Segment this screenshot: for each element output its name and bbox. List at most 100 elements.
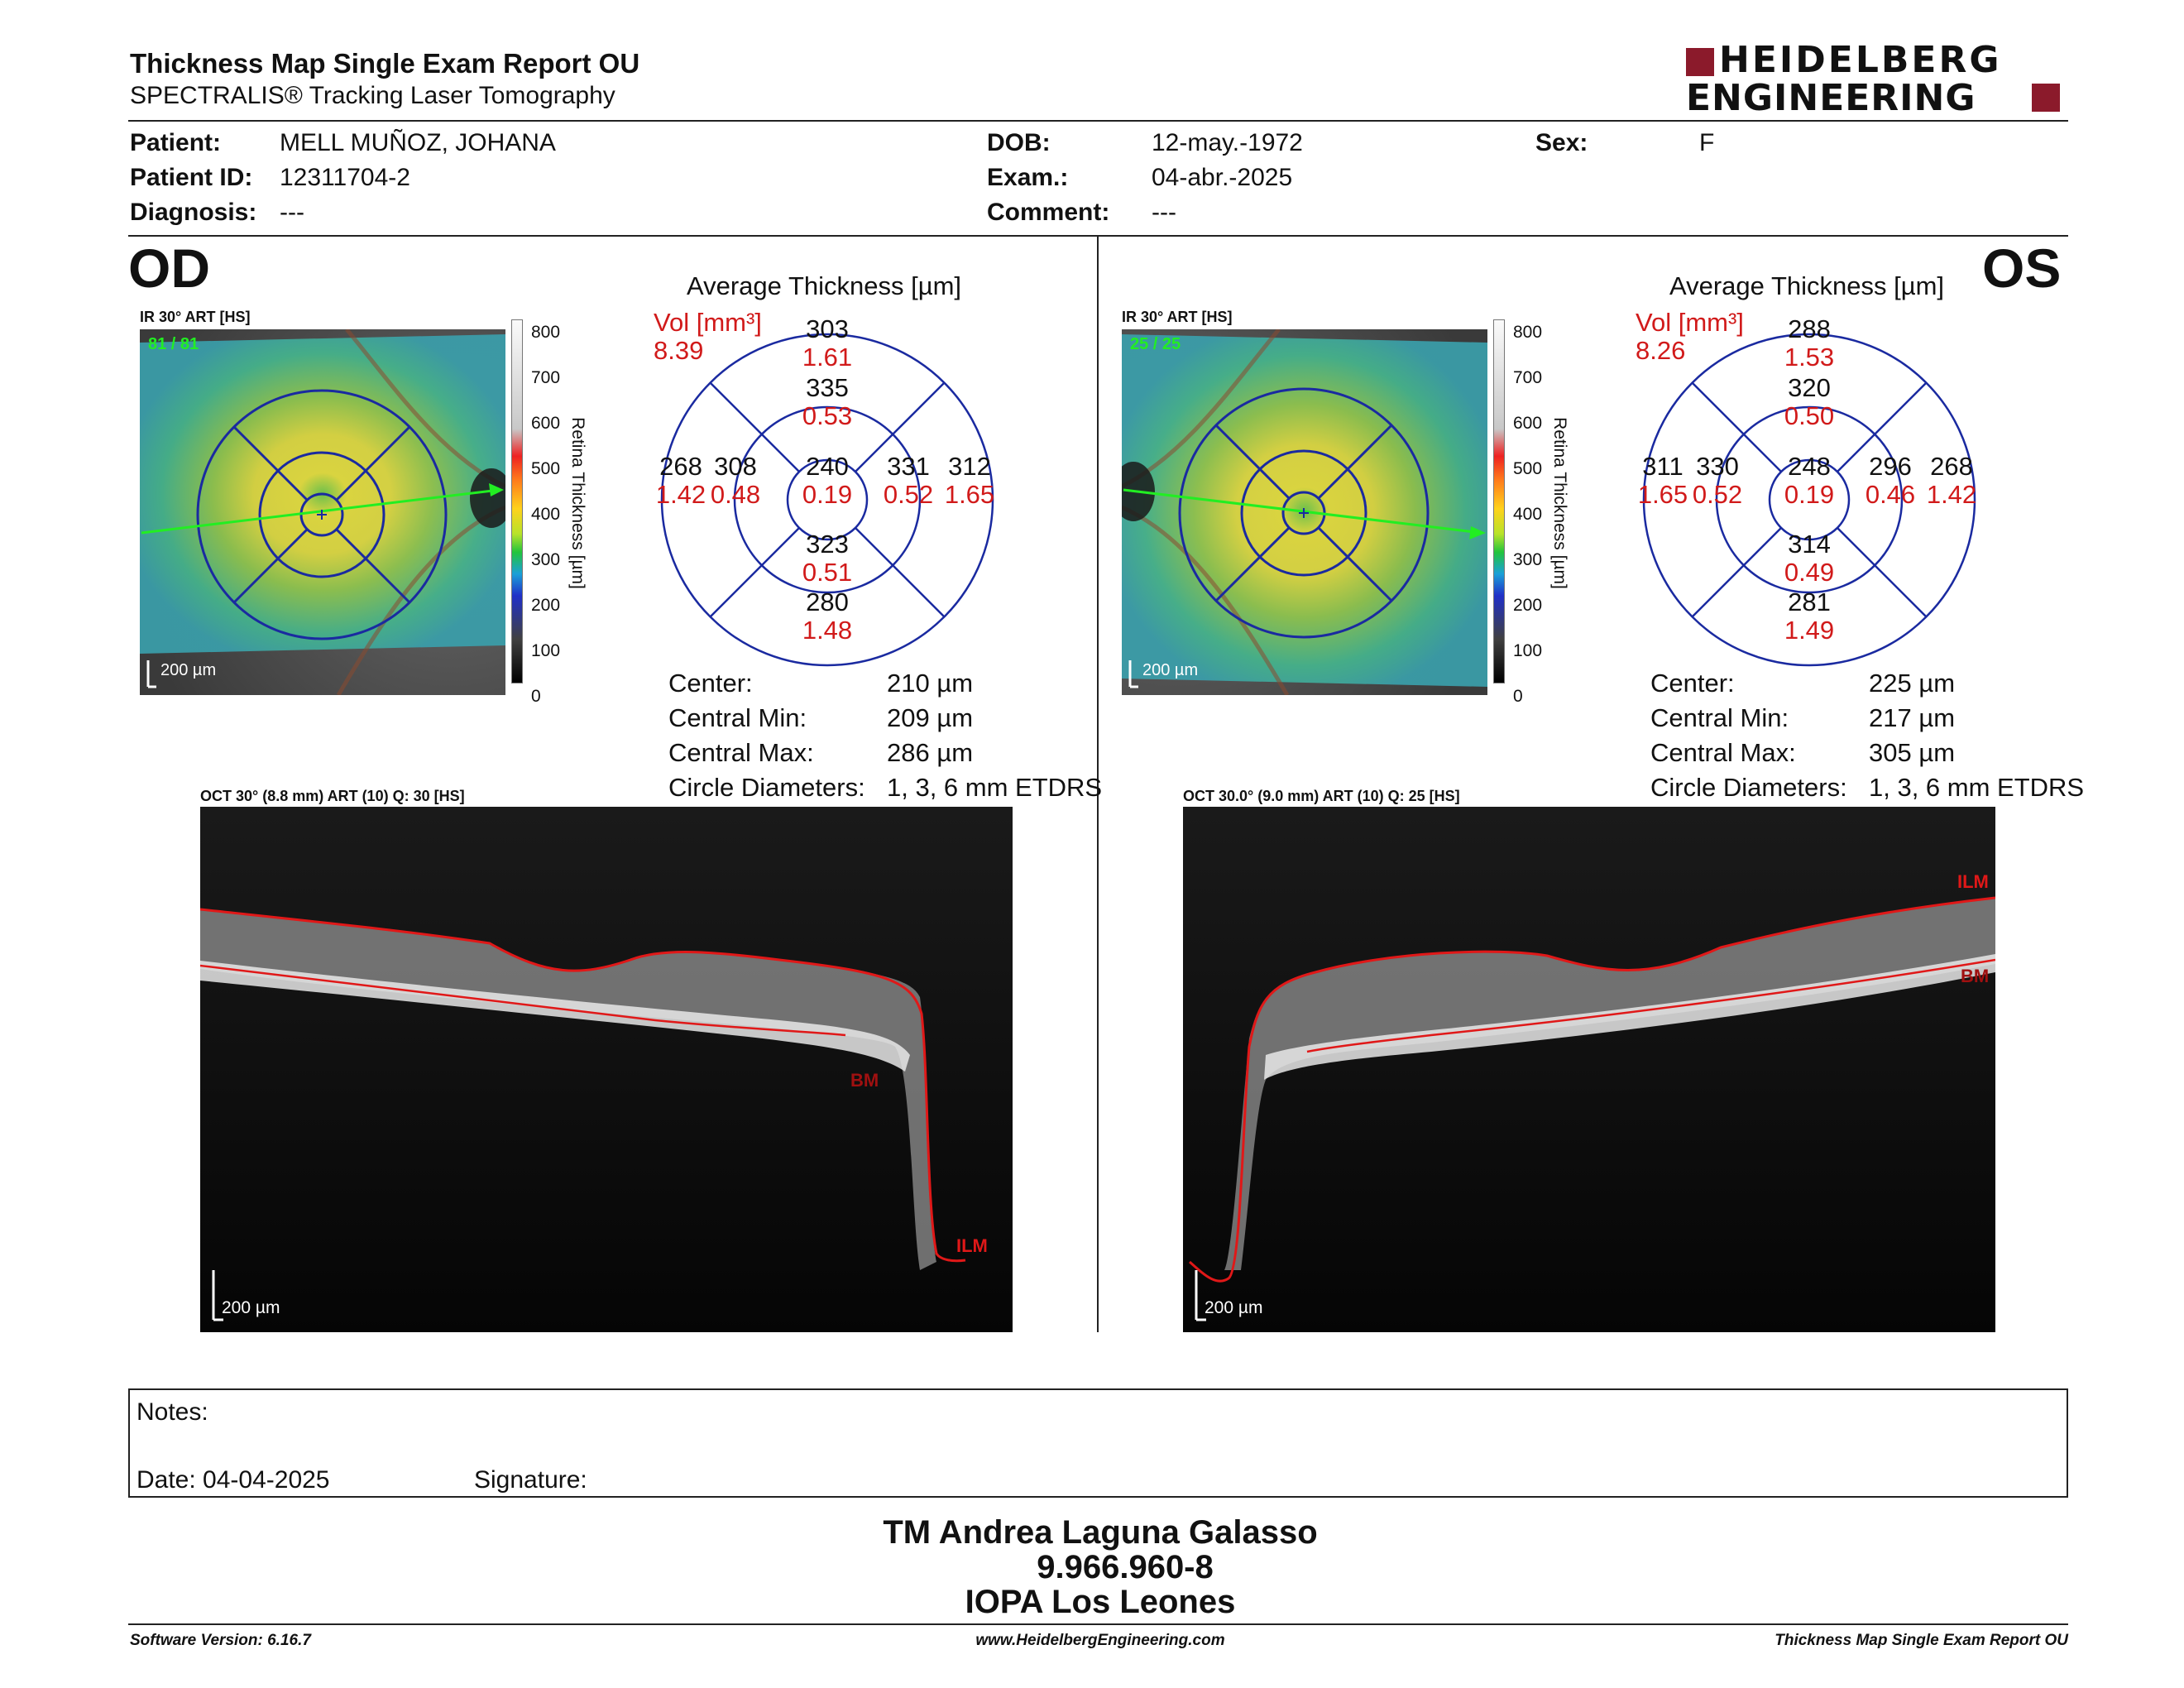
os-colorbar-tick-labels: 800 700 600 500 400 300 200 100 0 (1513, 309, 1542, 719)
od-colorbar-tick: 100 (531, 641, 561, 660)
od-inner-left-volume: 0.48 (710, 480, 761, 509)
os-colorbar-strip (1493, 319, 1505, 683)
od-colorbar-tick: 700 (531, 368, 561, 387)
os-outer-superior-volume: 1.53 (1784, 343, 1835, 372)
diagnosis-value: --- (280, 199, 304, 226)
od-inner-superior-thickness: 335 (806, 373, 849, 402)
od-outer-left-volume: 1.42 (655, 480, 706, 509)
notes-signature-label: Signature: (474, 1466, 587, 1494)
od-scan-line (141, 488, 500, 535)
signer-name: TM Andrea Laguna Galasso (883, 1514, 1318, 1551)
os-grid-middle-ring (1715, 405, 1904, 594)
dob-label: DOB: (987, 129, 1051, 156)
footer-website: www.HeidelbergEngineering.com (975, 1632, 1225, 1649)
os-colorbar-tick: 500 (1513, 459, 1543, 478)
os-center-label: Center: (1650, 669, 1735, 698)
logo-square-top (1686, 48, 1714, 76)
od-grid-diagonal (709, 527, 800, 618)
os-ir-caption: IR 30° ART [HS] (1122, 309, 1233, 325)
notes-label: Notes: (136, 1398, 208, 1426)
os-inner-left-volume: 0.52 (1692, 480, 1743, 509)
od-inner-inferior-volume: 0.51 (802, 558, 853, 587)
os-volume-label: Vol [mm³] (1636, 308, 1744, 337)
os-oct-background (1183, 807, 1995, 1332)
os-central-max-label: Central Max: (1650, 738, 1796, 767)
od-outer-inferior-thickness: 280 (806, 587, 849, 616)
od-outer-inferior-volume: 1.48 (802, 616, 853, 645)
od-oct-caption: OCT 30° (8.8 mm) ART (10) Q: 30 [HS] (200, 788, 465, 804)
od-volume-value: 8.39 (654, 336, 704, 365)
os-etdrs-middle-ring (1240, 449, 1367, 577)
os-colorbar-tick: 200 (1513, 596, 1543, 615)
od-etdrs-diagonal (232, 528, 309, 604)
os-grid-diagonal (1691, 527, 1782, 618)
od-average-title: Average Thickness [µm] (687, 271, 962, 300)
od-inner-right-thickness: 331 (887, 452, 930, 481)
od-colorbar-tick: 0 (531, 687, 541, 706)
od-inner-left-thickness: 308 (714, 452, 757, 481)
os-bm-label: BM (1961, 966, 1989, 986)
os-oct-caption: OCT 30.0° (9.0 mm) ART (10) Q: 25 [HS] (1183, 788, 1460, 804)
od-colorbar-strip (511, 319, 523, 683)
od-colorbar-axis-label: Retina Thickness [µm] (568, 417, 587, 589)
os-inner-right-volume: 0.46 (1865, 480, 1916, 509)
os-etdrs-diagonal (1317, 526, 1393, 602)
patient-id-value: 12311704-2 (280, 164, 410, 191)
os-scan-line (1123, 488, 1482, 535)
od-grid-middle-ring (733, 405, 922, 594)
eye-divider (1097, 237, 1099, 1332)
report-title: Thickness Map Single Exam Report OU (130, 48, 640, 79)
os-etdrs-diagonal (1214, 424, 1291, 500)
os-ilm-line (1189, 896, 1995, 1283)
os-central-max-value: 305 µm (1869, 738, 1956, 767)
logo-square-bottom (2032, 84, 2060, 112)
signer-id: 9.966.960-8 (1037, 1549, 1214, 1585)
od-etdrs-outer-ring (196, 389, 448, 640)
os-rpe-band (1264, 954, 1995, 1080)
od-outer-right-thickness: 312 (948, 452, 991, 481)
os-colorbar: 800 700 600 500 400 300 200 100 0 Retina… (1493, 319, 1584, 706)
logo-line-2: ENGINEERING (1686, 77, 1976, 119)
dob-value: 12-may.-1972 (1152, 129, 1303, 156)
os-bm-line (1306, 958, 1995, 1053)
od-volume-label: Vol [mm³] (654, 308, 762, 337)
os-grid-values: 288 1.53 320 0.50 248 0.19 314 0.49 281 … (1636, 314, 1983, 674)
os-inner-inferior-volume: 0.49 (1784, 558, 1835, 587)
os-outer-inferior-volume: 1.49 (1784, 616, 1835, 645)
od-bm-line (200, 964, 846, 1037)
os-circle-diameters-value: 1, 3, 6 mm ETDRS (1869, 773, 2085, 802)
od-colorbar-tick: 500 (531, 459, 561, 478)
footer-software-version: Software Version: 6.16.7 (130, 1632, 311, 1649)
od-map-scale: 200 µm (160, 661, 216, 679)
os-grid-inner-ring (1768, 458, 1851, 541)
od-eye-label: OD (128, 237, 210, 299)
od-oct-bscan: ILM BM 200 µm (200, 807, 1013, 1332)
os-colorbar-tick: 400 (1513, 505, 1543, 524)
od-retina-band (200, 909, 936, 1270)
comment-label: Comment: (987, 199, 1110, 226)
od-etdrs-diagonal (335, 425, 411, 501)
od-optic-disc (470, 468, 505, 528)
od-colorbar: 800 700 600 500 400 300 200 100 0 Retina… (511, 319, 602, 706)
os-grid-outer-ring (1642, 333, 1976, 667)
os-outer-left-volume: 1.65 (1637, 480, 1688, 509)
od-scan-arrow (489, 483, 504, 496)
od-colorbar-tick: 600 (531, 414, 561, 433)
os-inner-left-thickness: 330 (1696, 452, 1739, 481)
od-central-max-value: 286 µm (887, 738, 974, 767)
os-eye-label: OS (1982, 237, 2062, 299)
os-scan-arrow (1469, 526, 1486, 539)
od-colorbar-tick: 400 (531, 505, 561, 524)
notes-date: Date: 04-04-2025 (136, 1466, 330, 1494)
od-etdrs-diagonal (232, 425, 309, 501)
sex-label: Sex: (1535, 129, 1588, 156)
os-colorbar-tick: 0 (1513, 687, 1523, 706)
os-etdrs-diagonal (1214, 526, 1291, 602)
od-ilm-line (200, 908, 966, 1263)
os-colorbar-tick: 100 (1513, 641, 1543, 660)
od-center-volume: 0.19 (802, 480, 853, 509)
os-volume-value: 8.26 (1636, 336, 1686, 365)
exam-label: Exam.: (987, 164, 1069, 191)
os-circle-diameters-label: Circle Diameters: (1650, 773, 1847, 802)
footer-rule (128, 1623, 2068, 1625)
